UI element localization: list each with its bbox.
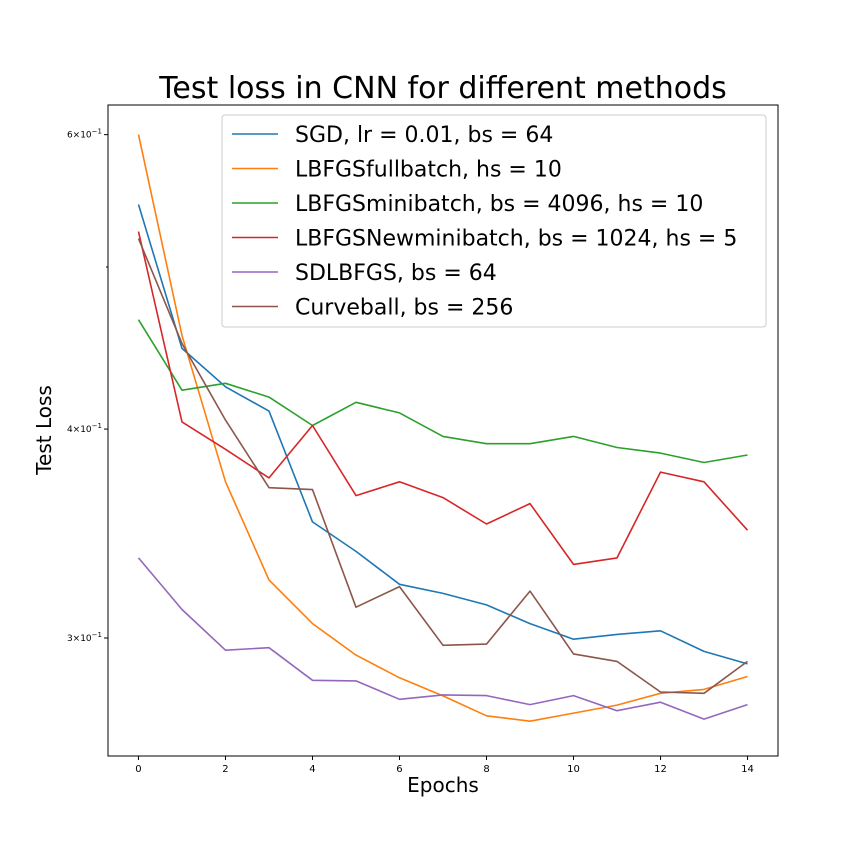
x-tick-label: 4 bbox=[309, 764, 315, 775]
y-tick-label: 3×10−1 bbox=[67, 631, 102, 644]
x-tick-label: 6 bbox=[396, 764, 402, 775]
series-line-0 bbox=[137, 204, 748, 665]
legend-label: Curveball, bs = 256 bbox=[295, 296, 513, 321]
plot-frame bbox=[107, 104, 779, 757]
series-line-5 bbox=[137, 238, 748, 695]
plot-area: 0 2 4 6 8 10 12 14 3×10−1 4×10−1 6×10−1 SGD, lr = 0… bbox=[67, 104, 779, 775]
legend-frame bbox=[221, 114, 767, 328]
series-line-1 bbox=[137, 134, 748, 723]
x-tick-label: 0 bbox=[135, 764, 141, 775]
series-line-3 bbox=[137, 231, 749, 566]
legend-label: LBFGSNewminibatch, bs = 1024, hs = 5 bbox=[295, 227, 737, 252]
legend: SGD, lr = 0.01, bs = 64 LBFGSfullbatch, h… bbox=[221, 114, 767, 328]
x-axis-label: Epochs bbox=[407, 773, 479, 797]
x-tick-label: 8 bbox=[483, 764, 489, 775]
chart-title: Test loss in CNN for different methods bbox=[158, 71, 727, 106]
x-tick-label: 14 bbox=[741, 764, 754, 775]
legend-label: SGD, lr = 0.01, bs = 64 bbox=[295, 123, 553, 148]
y-tick-label: 6×10−1 bbox=[67, 128, 102, 141]
x-tick-label: 2 bbox=[222, 764, 228, 775]
series-line-4 bbox=[137, 557, 748, 720]
series-line-2 bbox=[137, 319, 748, 464]
y-tick-label: 4×10−1 bbox=[67, 422, 102, 435]
y-axis-label: Test Loss bbox=[32, 385, 56, 476]
legend-label: LBFGSfullbatch, hs = 10 bbox=[295, 158, 562, 183]
legend-label: SDLBFGS, bs = 64 bbox=[295, 261, 497, 286]
x-tick-label: 10 bbox=[567, 764, 580, 775]
x-tick-label: 12 bbox=[654, 764, 667, 775]
legend-label: LBFGSminibatch, bs = 4096, hs = 10 bbox=[295, 192, 703, 217]
